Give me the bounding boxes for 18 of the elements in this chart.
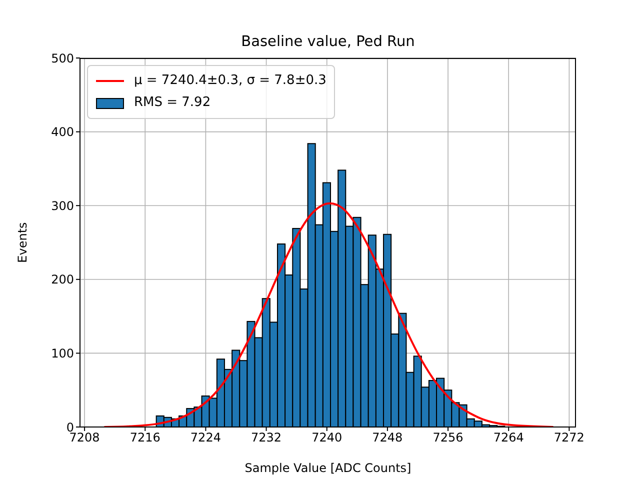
y-tick-label: 400 (51, 125, 74, 140)
x-tick-label: 7256 (432, 430, 464, 445)
y-tick-label: 300 (51, 198, 74, 213)
x-tick-label: 7232 (251, 430, 282, 445)
y-tick-label: 100 (51, 346, 74, 360)
x-tick-label: 7248 (372, 430, 403, 445)
x-tick-label: 7224 (190, 430, 221, 445)
legend-label: RMS = 7.92 (134, 94, 211, 112)
y-axis-title: Events (15, 222, 30, 263)
y-tick-label: 200 (51, 272, 74, 287)
legend-label: μ = 7240.4±0.3, σ = 7.8±0.3 (134, 72, 326, 90)
x-tick-label: 7264 (493, 430, 524, 445)
chart-title: Baseline value, Ped Run (241, 34, 415, 50)
y-tick-label: 500 (51, 51, 74, 66)
x-tick-label: 7216 (130, 430, 160, 445)
x-tick-label: 7272 (554, 430, 584, 445)
x-tick-label: 7240 (312, 430, 342, 445)
x-axis-title: Sample Value [ADC Counts] (244, 461, 412, 475)
